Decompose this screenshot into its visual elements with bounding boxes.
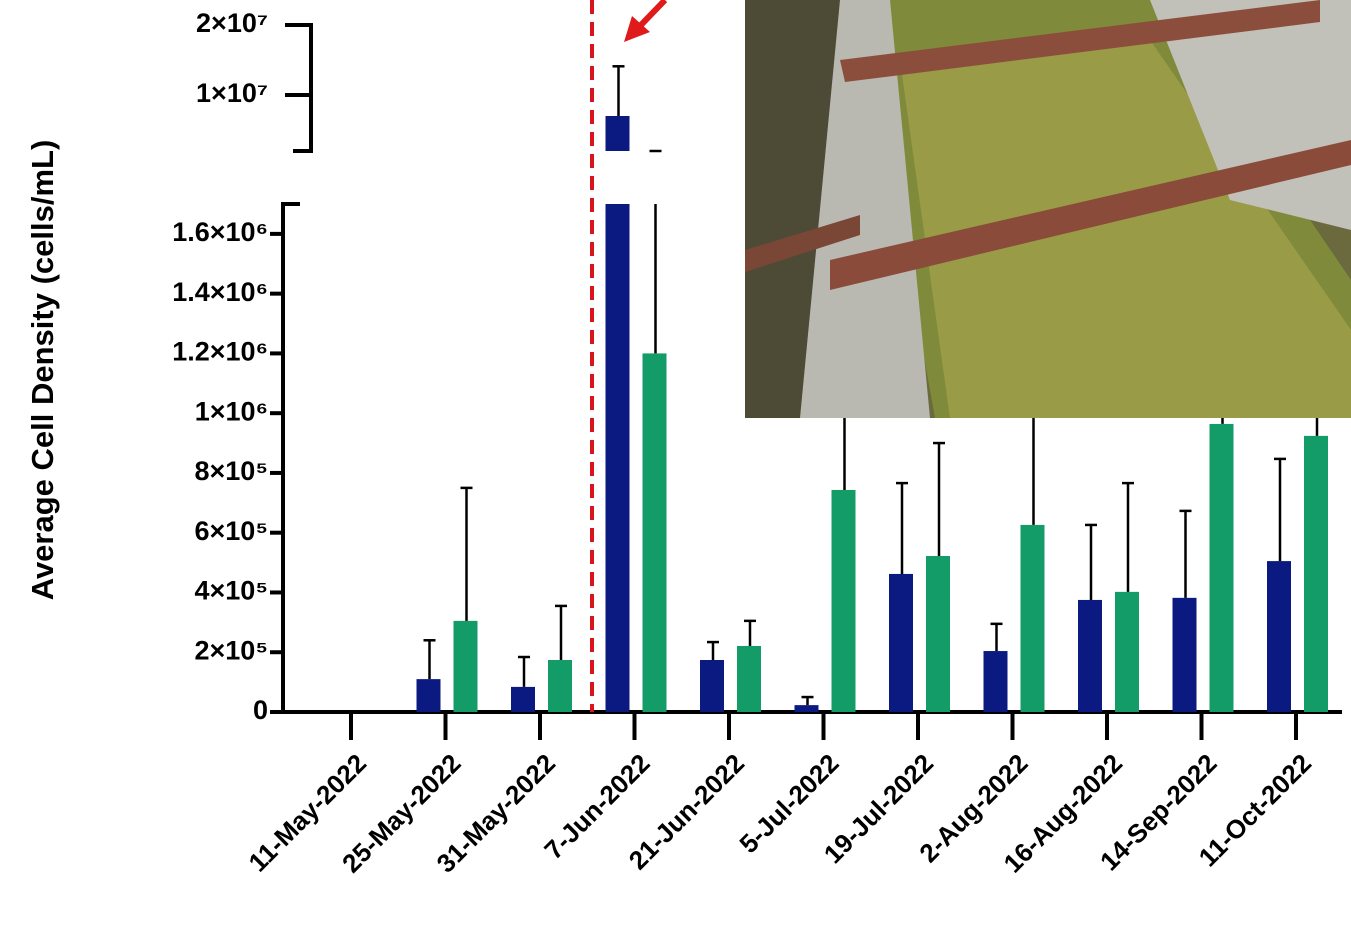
y-tick-label: 8×10⁵ [195, 456, 269, 486]
chart: Average Cell Density (cells/mL) 0 2×10⁵ 4×… [0, 0, 1351, 933]
bar [832, 490, 856, 712]
photo-inset [745, 0, 1351, 418]
bar [606, 204, 630, 712]
arrow [640, 0, 665, 26]
bar [1021, 525, 1045, 712]
y-tick-label: 1.6×10⁶ [172, 217, 268, 247]
bar [795, 705, 819, 712]
bar [511, 687, 535, 712]
bar [1173, 598, 1197, 712]
bar [1304, 436, 1328, 712]
y-tick-label: 1.4×10⁶ [172, 277, 268, 307]
bar [700, 660, 724, 712]
y-tick-label: 6×10⁵ [195, 516, 269, 546]
bar [926, 556, 950, 712]
bar [454, 621, 478, 712]
bar [984, 651, 1008, 712]
y-axis-label: Average Cell Density (cells/mL) [25, 140, 60, 601]
y-tick-label: 1×10⁷ [196, 78, 268, 108]
bar [1115, 592, 1139, 712]
bar [606, 116, 630, 151]
bar [737, 646, 761, 712]
y-tick-label: 0 [253, 695, 268, 725]
y-tick-label: 2×10⁵ [195, 635, 269, 665]
y-tick-label: 1.2×10⁶ [172, 337, 268, 367]
y-tick-label: 4×10⁵ [195, 576, 269, 606]
y-tick-label: 2×10⁷ [196, 8, 268, 38]
y-tick-label: 1×10⁶ [195, 396, 268, 426]
bar [1210, 424, 1234, 712]
bar [1267, 561, 1291, 712]
bar [889, 574, 913, 712]
bar [417, 679, 441, 712]
bar [548, 660, 572, 712]
bar [643, 353, 667, 712]
bar [1078, 600, 1102, 712]
